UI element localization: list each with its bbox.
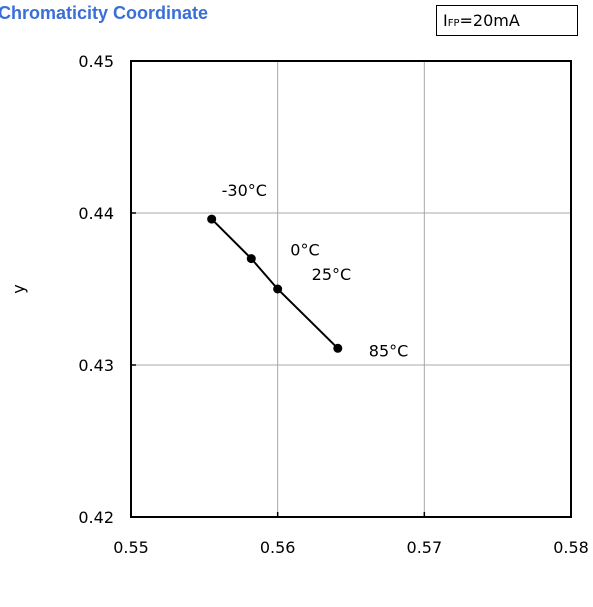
series-line <box>210 218 339 349</box>
data-point <box>246 254 256 264</box>
y-tick-label: 0.43 <box>78 356 114 375</box>
condition-value: =20mA <box>459 11 520 30</box>
y-tick-label: 0.45 <box>78 52 114 71</box>
data-point-label: 25°C <box>312 265 352 284</box>
condition-symbol: I <box>443 11 448 30</box>
chart-title: Chromaticity Coordinate <box>0 3 209 23</box>
y-tick-label: 0.44 <box>78 204 114 223</box>
data-point <box>333 343 343 353</box>
x-tick-label: 0.56 <box>260 538 296 557</box>
condition-subscript: FP <box>447 18 460 29</box>
data-point <box>273 284 283 294</box>
data-point-label: -30°C <box>222 181 267 200</box>
data-point-label: 0°C <box>290 241 319 260</box>
x-tick-label: 0.57 <box>407 538 443 557</box>
plot-frame <box>130 60 572 518</box>
data-point <box>207 214 217 224</box>
data-point-label: 85°C <box>369 341 409 360</box>
x-tick-label: 0.55 <box>113 538 149 557</box>
y-axis-label: y <box>9 284 28 293</box>
condition-box: IFP=20mA <box>436 5 578 36</box>
y-tick-label: 0.42 <box>78 508 114 527</box>
x-tick-label: 0.58 <box>553 538 589 557</box>
